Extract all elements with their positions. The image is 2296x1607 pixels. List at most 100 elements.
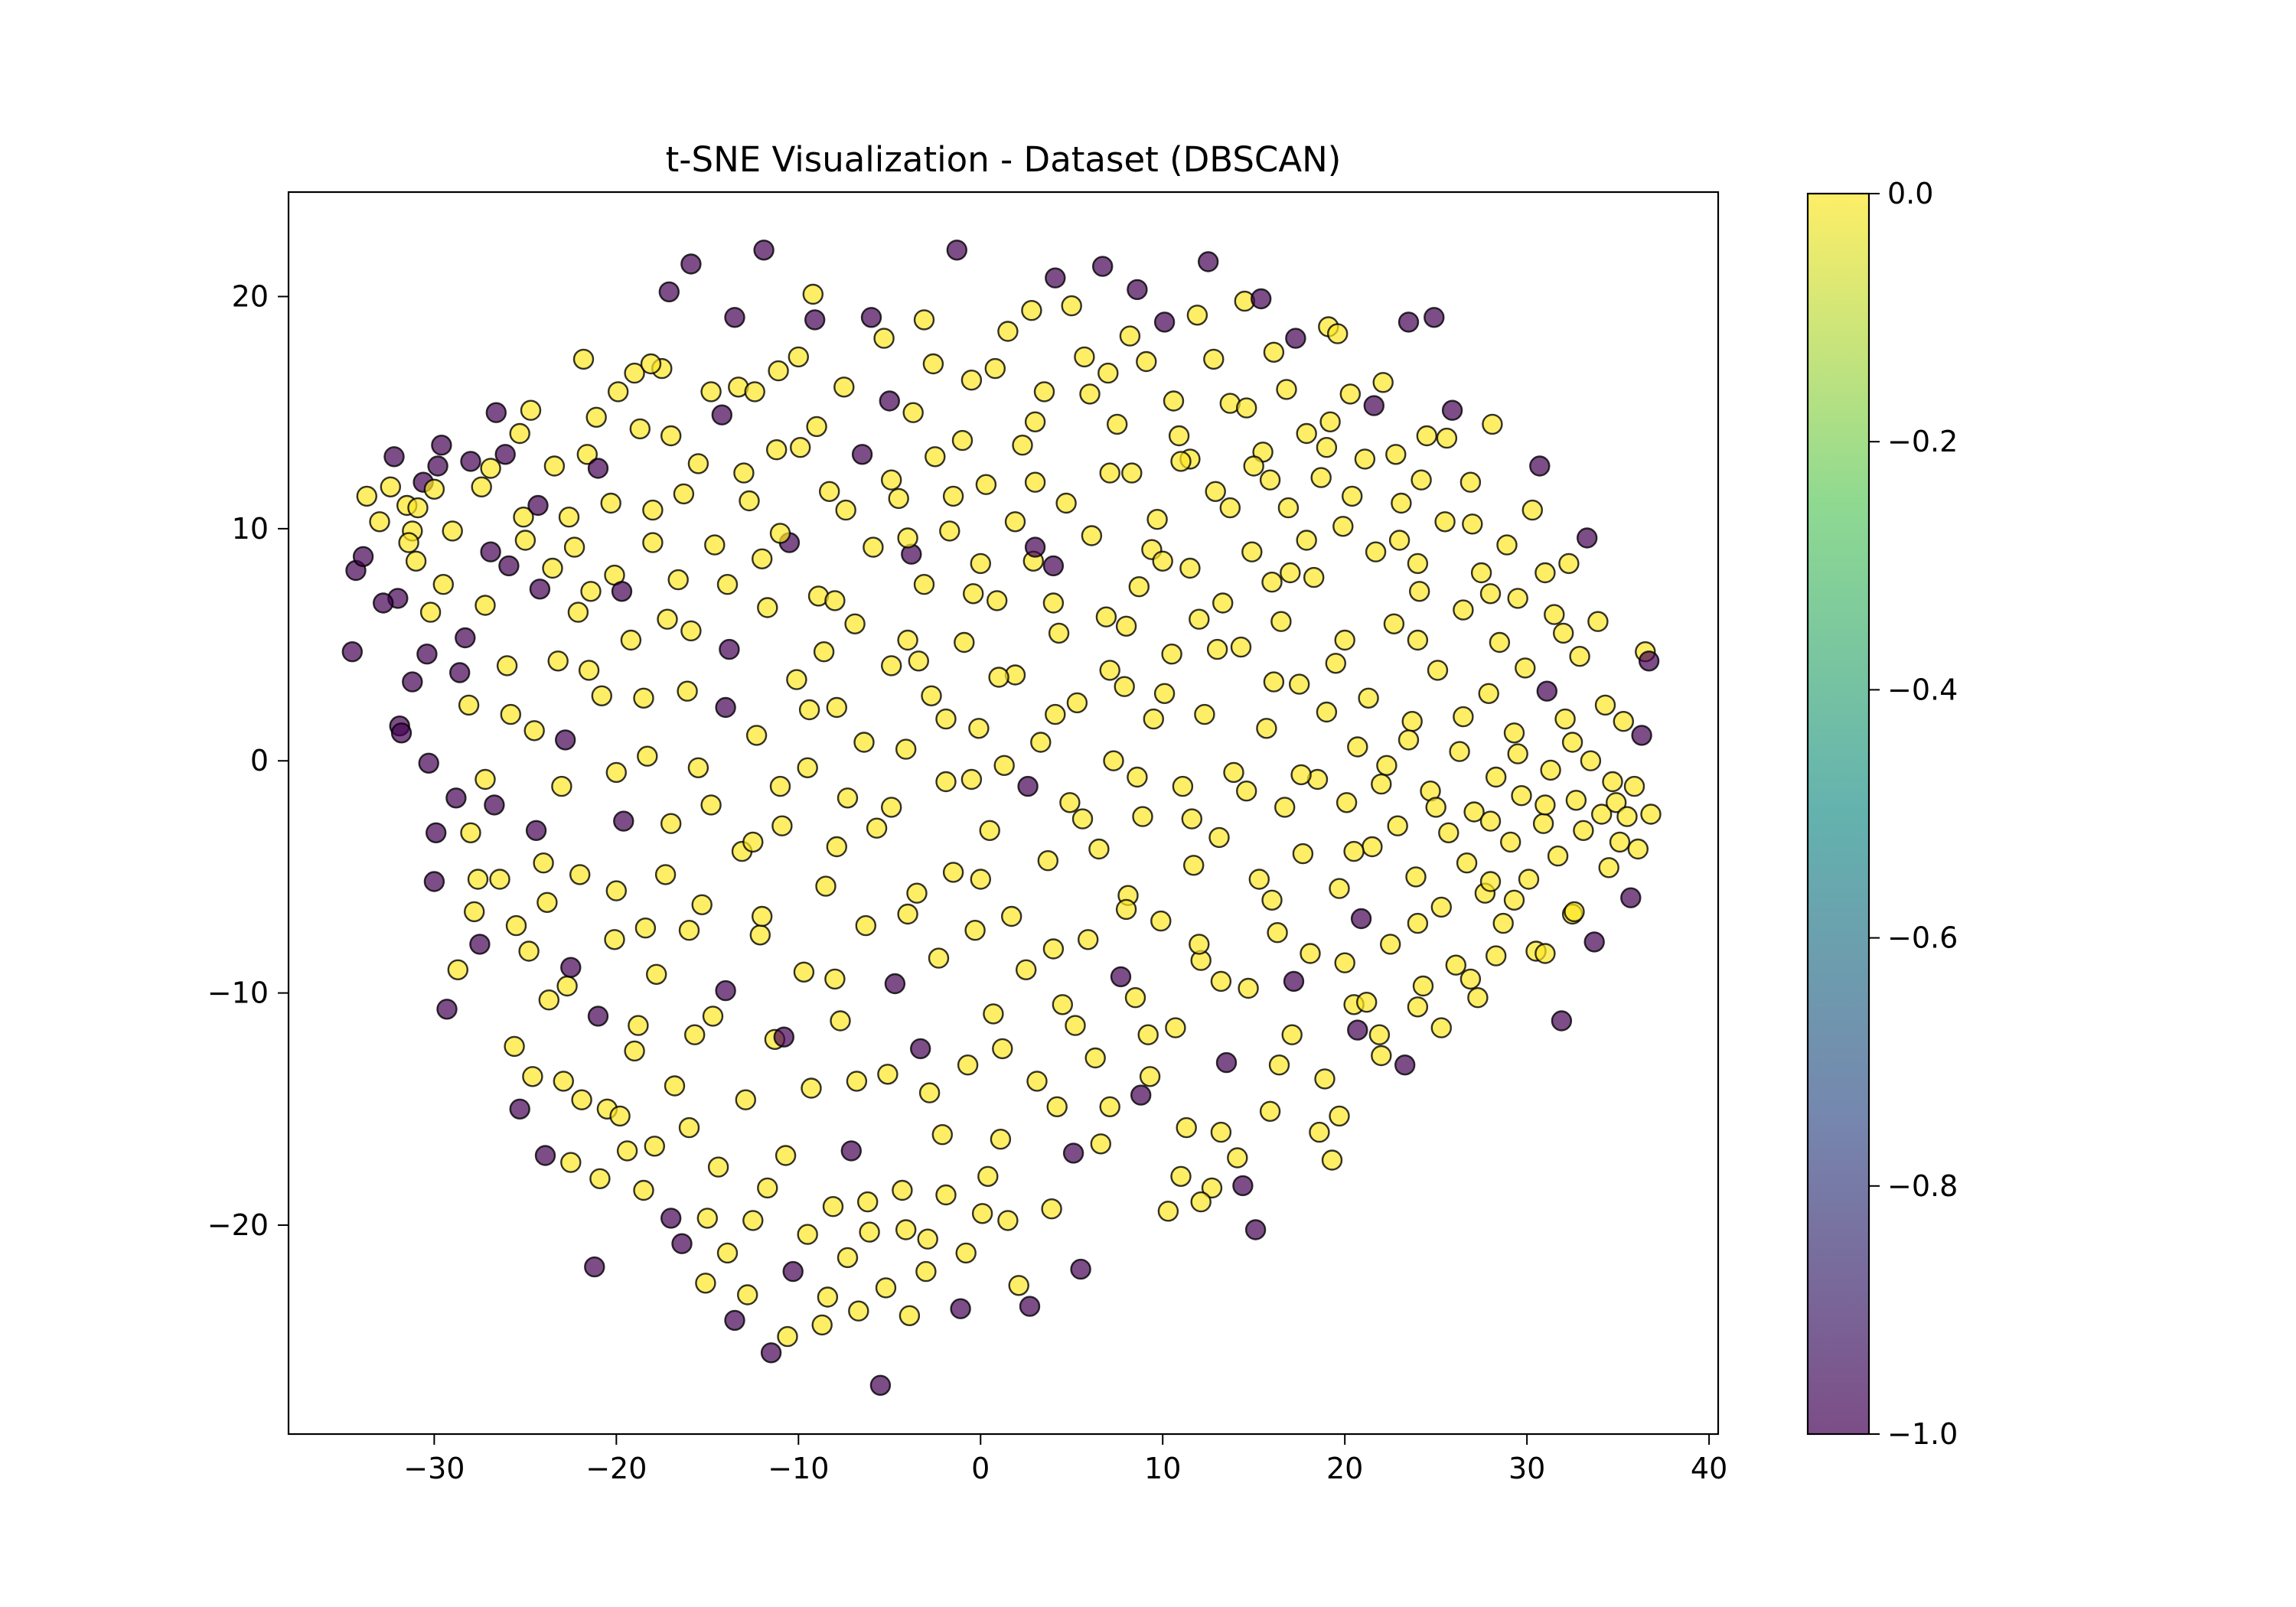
scatter-point-134 [899, 1305, 921, 1327]
scatter-point-70 [658, 281, 680, 303]
scatter-point-516 [1479, 871, 1502, 892]
scatter-point-326 [1598, 857, 1619, 878]
scatter-point-107 [801, 1077, 822, 1099]
scatter-point-261 [1362, 836, 1383, 858]
scatter-point-90 [739, 490, 760, 512]
scatter-point-378 [1163, 390, 1185, 412]
scatter-point-235 [1267, 921, 1288, 944]
scatter-point-511 [1115, 898, 1137, 921]
scatter-point-489 [680, 620, 702, 642]
scatter-point-128 [877, 1064, 899, 1085]
scatter-point-527 [1283, 970, 1305, 993]
scatter-point-394 [447, 959, 468, 981]
scatter-point-210 [1176, 1116, 1197, 1139]
scatter-point-531 [733, 462, 755, 484]
scatter-point-78 [691, 894, 713, 916]
scatter-point-399 [536, 892, 558, 914]
scatter-point-141 [925, 446, 946, 468]
scatter-point-51 [580, 581, 602, 602]
scatter-point-218 [1205, 481, 1226, 502]
scatter-point-499 [1407, 629, 1429, 651]
scatter-point-415 [837, 1247, 859, 1269]
scatter-point-3 [380, 476, 401, 497]
scatter-point-21 [449, 662, 471, 683]
scatter-point-518 [634, 917, 657, 939]
scatter-point-551 [724, 307, 745, 328]
scatter-point-232 [1256, 718, 1277, 739]
scatter-point-546 [1024, 536, 1046, 558]
scatter-point-522 [918, 1082, 941, 1103]
scatter-point-524 [1065, 1015, 1086, 1036]
scatter-point-545 [897, 527, 918, 549]
scatter-point-331 [1616, 806, 1638, 827]
scatter-point-355 [673, 483, 695, 505]
scatter-point-94 [753, 240, 775, 261]
scatter-point-433 [1329, 1105, 1350, 1127]
scatter-point-476 [1397, 729, 1420, 751]
scatter-point-480 [1507, 743, 1528, 764]
scatter-point-130 [884, 973, 906, 995]
scatter-point-83 [711, 404, 732, 425]
scatter-point-192 [1110, 966, 1132, 988]
scatter-point-362 [835, 499, 856, 521]
scatter-point-209 [1172, 775, 1194, 797]
scatter-point-299 [1499, 831, 1521, 853]
scatter-point-414 [817, 1286, 839, 1308]
scatter-point-181 [1070, 1258, 1091, 1280]
scatter-point-74 [677, 680, 698, 702]
scatter-point-376 [1119, 325, 1141, 347]
scatter-point-450 [687, 757, 709, 778]
scatter-point-431 [1268, 1054, 1290, 1076]
scatter-point-110 [811, 1314, 833, 1336]
x-tick-label: 10 [1144, 1452, 1181, 1485]
scatter-point-549 [1407, 553, 1429, 575]
scatter-point-145 [939, 520, 960, 542]
scatter-point-329 [1609, 831, 1631, 853]
scatter-point-446 [578, 660, 600, 681]
scatter-point-449 [660, 813, 682, 834]
scatter-point-125 [866, 817, 888, 839]
colorbar-tick-label: −0.6 [1887, 921, 1958, 955]
scatter-point-180 [1066, 692, 1088, 714]
scatter-point-286 [1453, 599, 1474, 621]
scatter-point-115 [830, 1010, 851, 1032]
y-tick-label: −10 [207, 976, 269, 1010]
scatter-point-160 [993, 755, 1015, 776]
scatter-point-307 [1529, 455, 1551, 477]
scatter-point-13 [418, 752, 439, 774]
colorbar-tick-label: −0.2 [1887, 425, 1958, 458]
scatter-point-171 [1033, 381, 1055, 403]
scatter-point-111 [815, 875, 837, 897]
scatter-point-205 [1157, 1201, 1179, 1222]
scatter-point-427 [1170, 1165, 1192, 1188]
scatter-point-402 [589, 1168, 611, 1190]
scatter-point-533 [879, 390, 901, 412]
scatter-point-494 [1042, 555, 1065, 577]
scatter-point-184 [1081, 525, 1103, 546]
scatter-point-207 [1165, 1017, 1186, 1038]
scatter-point-247 [1310, 467, 1332, 488]
scatter-point-424 [1046, 1096, 1068, 1118]
scatter-point-157 [983, 1003, 1004, 1025]
scatter-point-159 [990, 1128, 1012, 1150]
scatter-point-444 [523, 720, 545, 742]
scatter-point-539 [1316, 437, 1338, 458]
scatter-point-22 [455, 627, 476, 649]
scatter-point-323 [1587, 611, 1609, 632]
scatter-point-321 [1580, 750, 1602, 771]
scatter-point-170 [1030, 732, 1052, 753]
scatter-point-179 [1062, 1143, 1084, 1164]
colorbar-gradient [1806, 192, 1870, 1436]
scatter-point-175 [1048, 622, 1070, 644]
scatter-point-300 [1503, 722, 1525, 744]
scatter-point-199 [1136, 350, 1157, 373]
scatter-point-122 [855, 914, 877, 937]
scatter-point-477 [1425, 797, 1446, 818]
scatter-point-304 [1518, 869, 1540, 890]
scatter-point-50 [576, 444, 598, 465]
scatter-point-250 [1321, 1149, 1343, 1171]
scatter-point-44 [553, 1071, 574, 1092]
scatter-point-258 [1350, 908, 1372, 930]
scatter-point-147 [946, 240, 968, 261]
scatter-point-84 [715, 980, 736, 1002]
